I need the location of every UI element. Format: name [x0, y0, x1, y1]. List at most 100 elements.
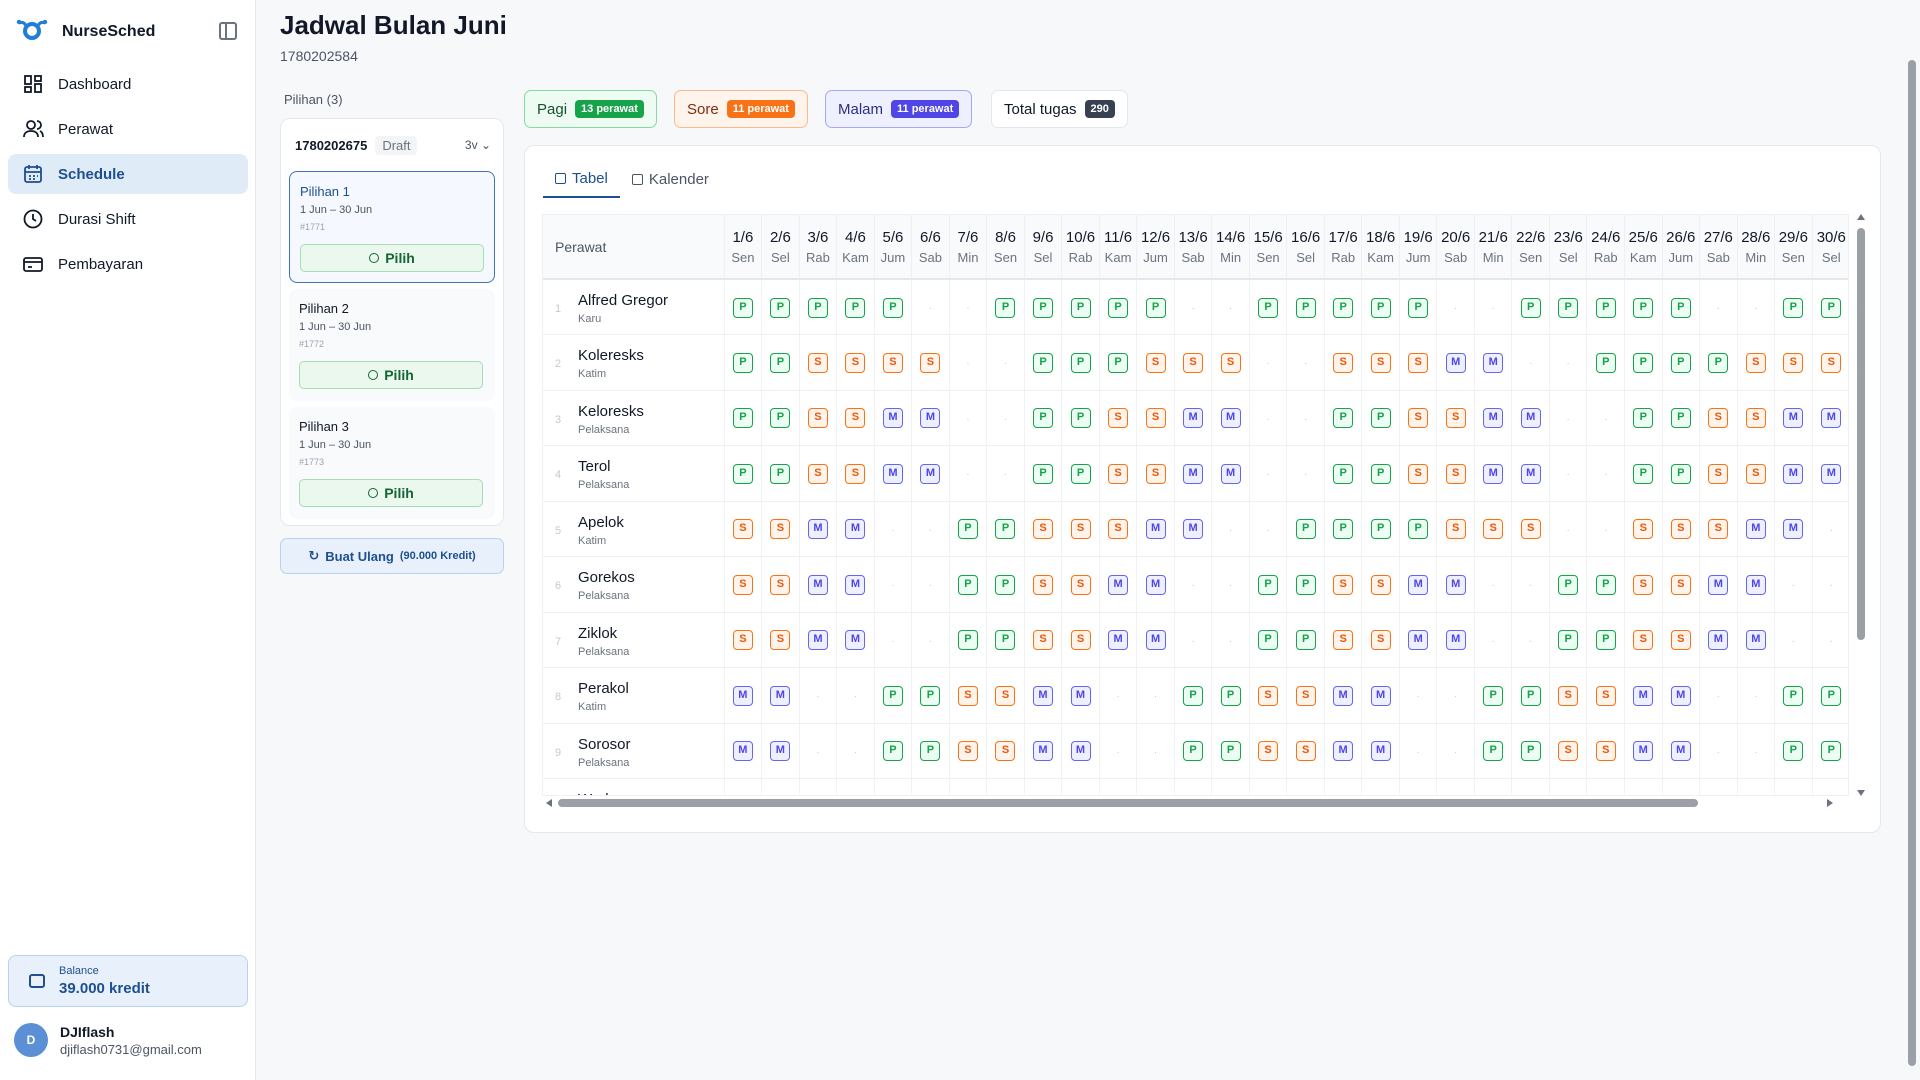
shift-cell[interactable]: M — [911, 390, 950, 446]
shift-cell[interactable]: · — [1548, 334, 1587, 391]
shift-cell[interactable]: · — [1436, 279, 1475, 335]
shift-cell[interactable]: S — [1323, 556, 1362, 613]
shift-cell[interactable]: M — [1136, 556, 1175, 613]
shift-cell[interactable]: P — [1286, 556, 1325, 613]
shift-cell[interactable]: M — [1323, 723, 1362, 779]
shift-cell[interactable]: P — [761, 445, 800, 502]
shift-cell[interactable]: P — [1323, 445, 1362, 502]
shift-cell[interactable]: P — [1286, 501, 1325, 557]
shift-cell[interactable]: M — [1098, 556, 1137, 613]
shift-cell[interactable]: · — [1248, 445, 1287, 502]
shift-cell[interactable]: P — [723, 445, 762, 502]
shift-cell[interactable]: M — [836, 612, 875, 668]
shift-cell[interactable]: S — [1361, 612, 1400, 668]
shift-cell[interactable]: S — [1023, 556, 1062, 613]
shift-cell[interactable]: · — [1811, 556, 1848, 613]
shift-cell[interactable]: · — [1548, 501, 1587, 557]
shift-cell[interactable]: M — [1624, 667, 1663, 724]
shift-cell[interactable]: P — [1624, 445, 1663, 502]
shift-cell[interactable]: P — [1323, 501, 1362, 557]
shift-cell[interactable]: P — [873, 279, 912, 335]
shift-cell[interactable]: · — [1511, 334, 1550, 391]
shift-cell[interactable]: · — [1098, 667, 1137, 724]
shift-cell[interactable]: S — [1023, 501, 1062, 557]
shift-cell[interactable]: M — [1398, 556, 1437, 613]
shift-cell[interactable]: P — [1211, 667, 1250, 724]
shift-cell[interactable]: S — [1661, 501, 1700, 557]
shift-cell[interactable]: P — [1211, 723, 1250, 779]
shift-cell[interactable]: M — [761, 667, 800, 724]
shift-cell[interactable]: M — [1361, 667, 1400, 724]
shift-cell[interactable]: P — [1624, 279, 1663, 335]
nurse-cell[interactable]: 6 Gorekos Pelaksana — [543, 556, 725, 613]
shift-cell[interactable]: S — [1211, 334, 1250, 391]
shift-cell[interactable]: S — [1586, 667, 1625, 724]
shift-cell[interactable]: P — [1511, 778, 1550, 795]
shift-cell[interactable]: S — [1811, 334, 1848, 391]
nurse-cell[interactable]: 4 Terol Pelaksana — [543, 445, 725, 502]
shift-cell[interactable]: M — [1624, 723, 1663, 779]
shift-cell[interactable]: · — [1586, 445, 1625, 502]
shift-cell[interactable]: S — [1586, 778, 1625, 795]
shift-cell[interactable]: M — [1023, 723, 1062, 779]
shift-cell[interactable]: · — [911, 279, 950, 335]
sidebar-item-pembayaran[interactable]: Pembayaran — [8, 244, 248, 284]
shift-cell[interactable]: · — [1699, 279, 1738, 335]
shift-cell[interactable]: S — [1061, 612, 1100, 668]
shift-cell[interactable]: · — [873, 556, 912, 613]
shift-cell[interactable]: S — [1173, 334, 1212, 391]
shift-cell[interactable]: P — [1323, 390, 1362, 446]
choice-card-1[interactable]: Pilihan 1 1 Jun – 30 Jun #1771 Pilih — [289, 171, 495, 283]
nurse-cell[interactable]: 1 Alfred Gregor Karu — [543, 279, 725, 335]
brand[interactable]: NurseSched — [16, 18, 155, 46]
shift-cell[interactable]: P — [1361, 445, 1400, 502]
shift-cell[interactable]: M — [1173, 445, 1212, 502]
shift-cell[interactable]: P — [948, 501, 987, 557]
vertical-scrollbar[interactable] — [1855, 214, 1867, 796]
sidebar-item-durasi-shift[interactable]: Durasi Shift — [8, 199, 248, 239]
shift-cell[interactable]: · — [1436, 667, 1475, 724]
shift-cell[interactable]: · — [1811, 612, 1848, 668]
scroll-up-icon[interactable] — [1857, 214, 1865, 220]
shift-cell[interactable]: S — [798, 390, 837, 446]
shift-cell[interactable]: P — [723, 334, 762, 391]
shift-cell[interactable]: M — [761, 778, 800, 795]
nurse-cell[interactable]: 2 Koleresks Katim — [543, 334, 725, 391]
shift-cell[interactable]: · — [1586, 501, 1625, 557]
shift-cell[interactable]: · — [836, 778, 875, 795]
shift-cell[interactable]: S — [1098, 501, 1137, 557]
shift-cell[interactable]: S — [1548, 778, 1587, 795]
shift-cell[interactable]: · — [1136, 723, 1175, 779]
shift-cell[interactable]: P — [1098, 334, 1137, 391]
shift-cell[interactable]: P — [1548, 612, 1587, 668]
sidebar-item-dashboard[interactable]: Dashboard — [8, 64, 248, 104]
shift-cell[interactable]: M — [1023, 667, 1062, 724]
shift-cell[interactable]: P — [948, 556, 987, 613]
shift-cell[interactable]: P — [1699, 334, 1738, 391]
shift-cell[interactable]: P — [761, 279, 800, 335]
shift-cell[interactable]: S — [761, 612, 800, 668]
shift-cell[interactable]: P — [1173, 667, 1212, 724]
shift-cell[interactable]: M — [1511, 390, 1550, 446]
shift-cell[interactable]: S — [1736, 445, 1775, 502]
shift-cell[interactable]: S — [1398, 390, 1437, 446]
shift-cell[interactable]: P — [1398, 501, 1437, 557]
shift-cell[interactable]: S — [836, 390, 875, 446]
shift-cell[interactable]: S — [1548, 723, 1587, 779]
shift-cell[interactable]: P — [1548, 279, 1587, 335]
shift-cell[interactable]: M — [1661, 723, 1700, 779]
shift-cell[interactable]: P — [1286, 612, 1325, 668]
shift-cell[interactable]: M — [1323, 778, 1362, 795]
tab-kalender[interactable]: Kalender — [620, 160, 721, 198]
shift-cell[interactable]: S — [1136, 445, 1175, 502]
shift-cell[interactable]: · — [1286, 334, 1325, 391]
shift-cell[interactable]: P — [1511, 667, 1550, 724]
shift-cell[interactable]: M — [1661, 667, 1700, 724]
shift-cell[interactable]: P — [1361, 279, 1400, 335]
shift-cell[interactable]: S — [1398, 334, 1437, 391]
shift-cell[interactable]: P — [911, 667, 950, 724]
shift-cell[interactable]: M — [1361, 778, 1400, 795]
shift-cell[interactable]: P — [1211, 778, 1250, 795]
shift-cell[interactable]: S — [1548, 667, 1587, 724]
shift-cell[interactable]: · — [1398, 667, 1437, 724]
